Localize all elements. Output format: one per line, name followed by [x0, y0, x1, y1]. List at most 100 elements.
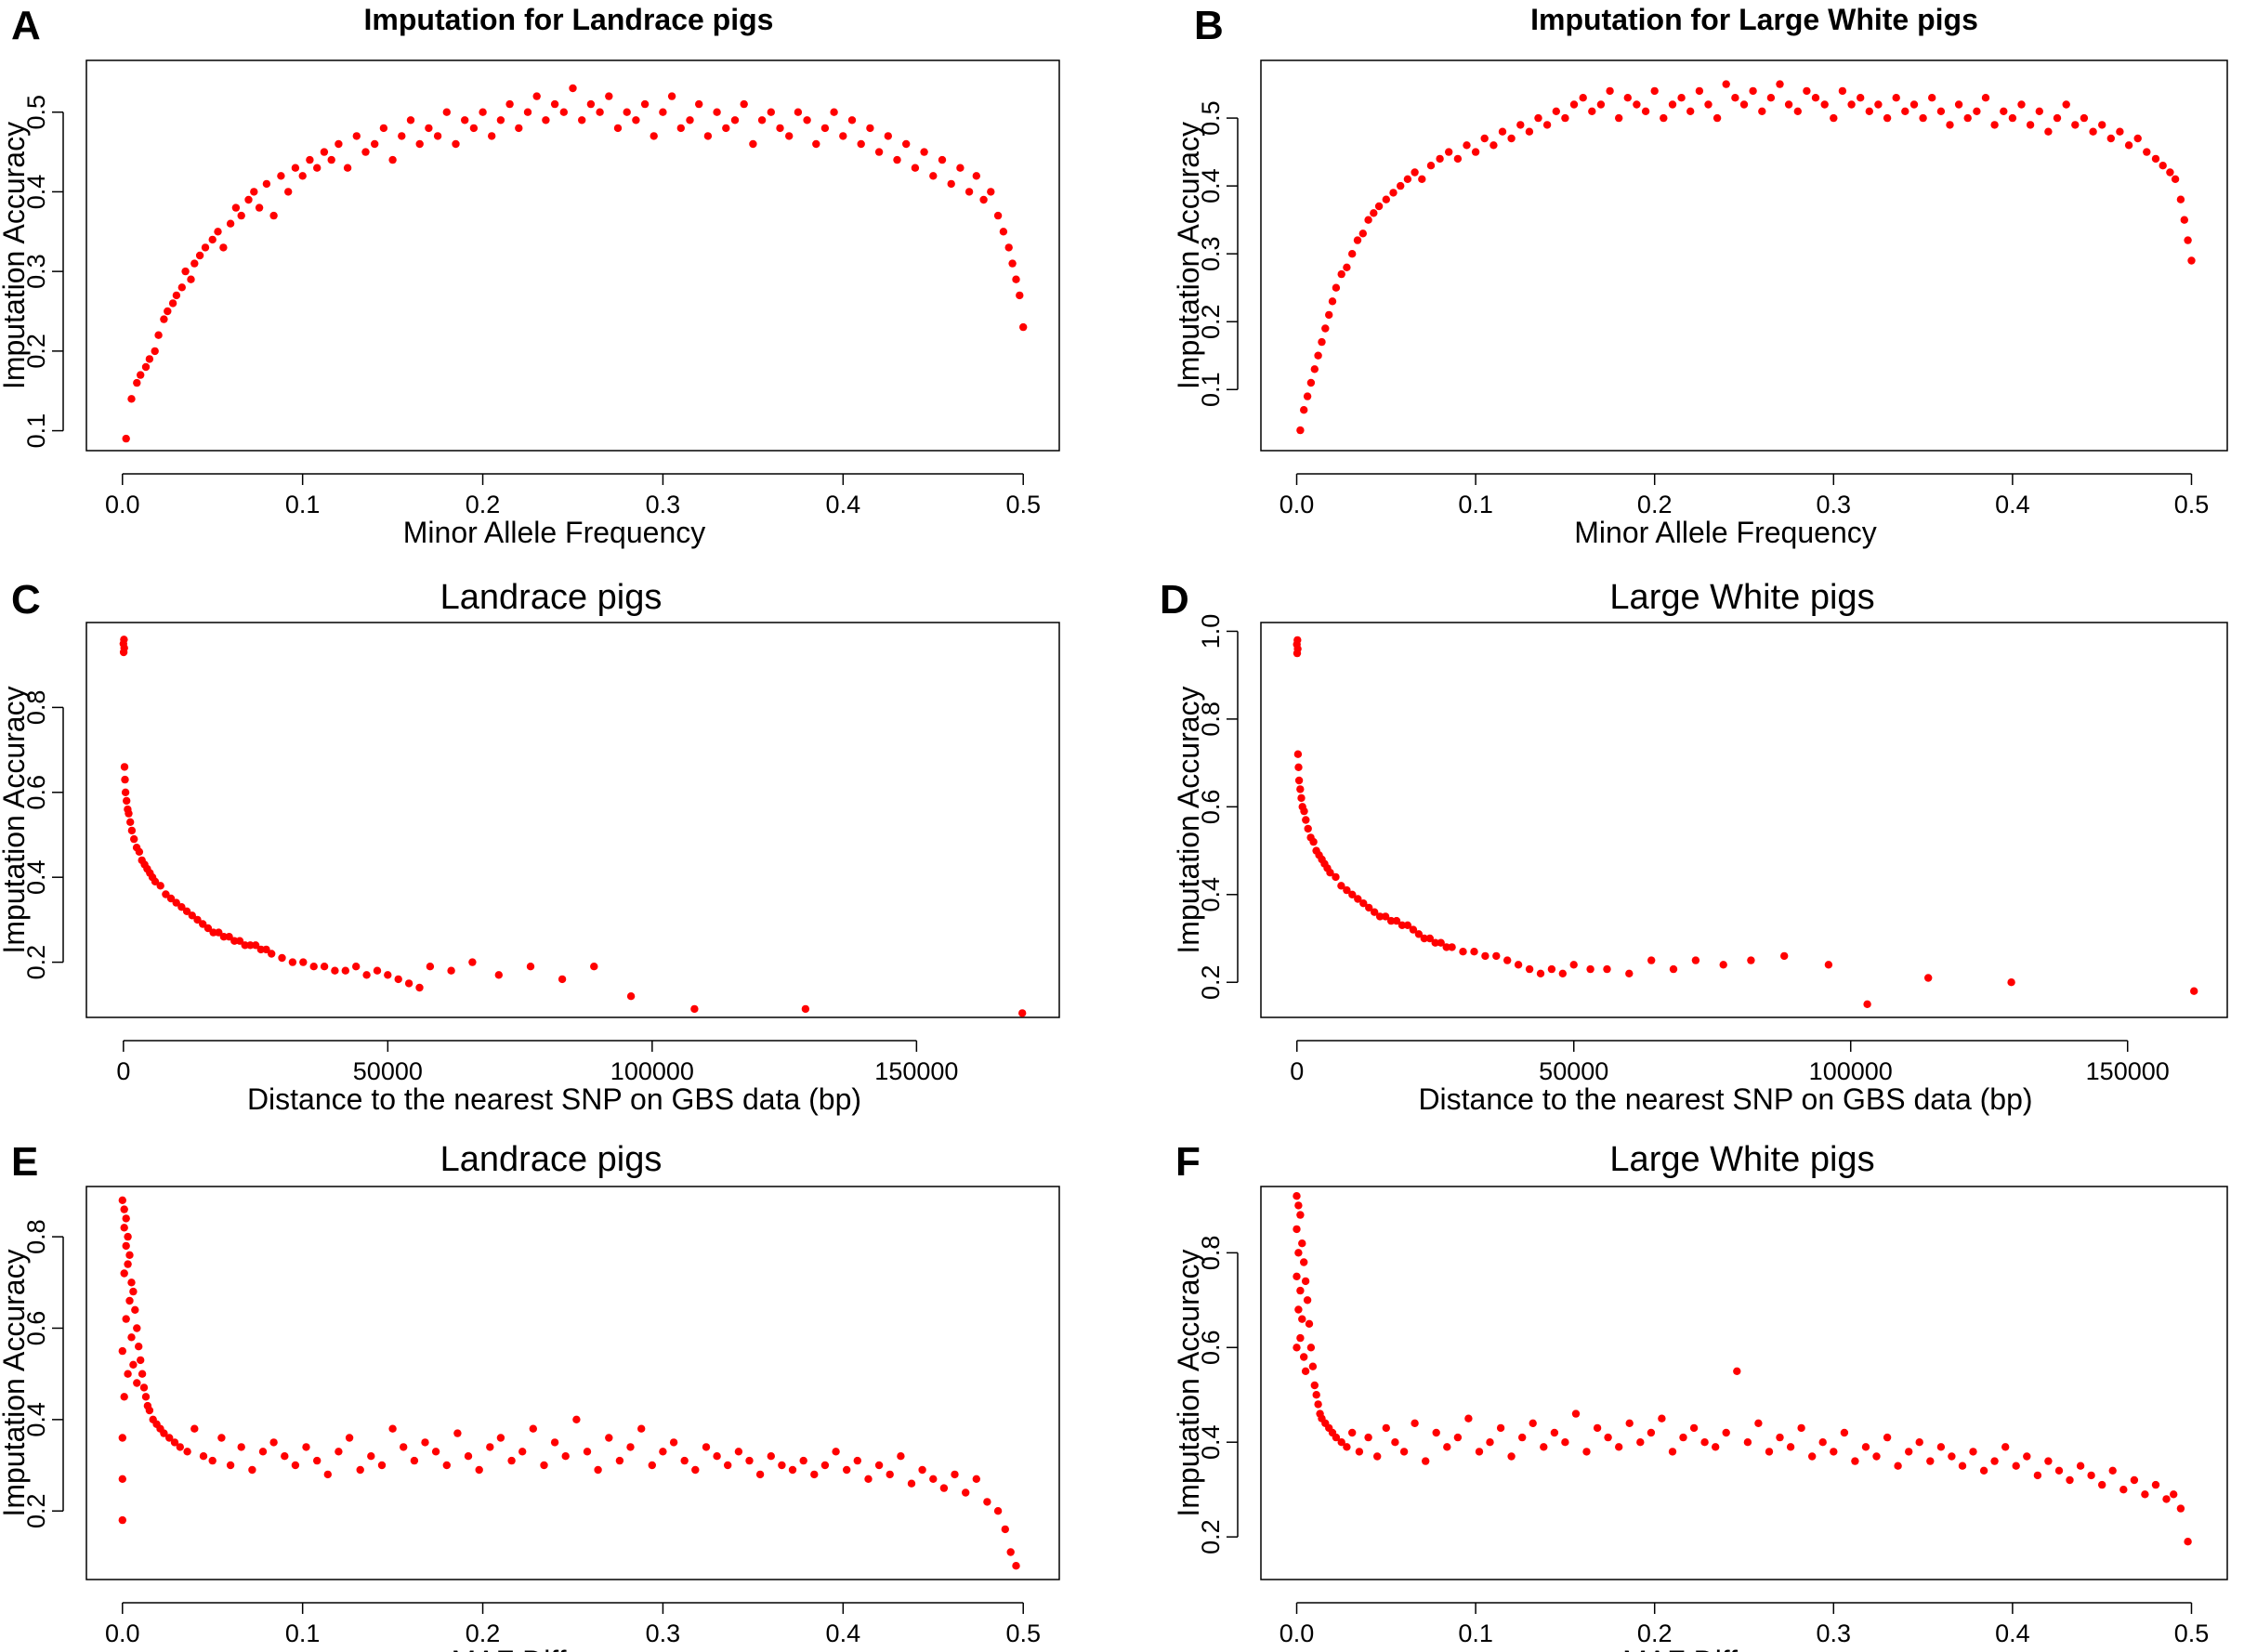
- panel-a-point: [979, 195, 988, 204]
- panel-a-point: [695, 99, 703, 109]
- panel-c-point: [341, 966, 349, 975]
- panel-c-point: [320, 963, 329, 971]
- panel-b-point: [1803, 86, 1811, 96]
- panel-b-x-tick-label: 0.3: [1817, 491, 1852, 518]
- panel-a-point: [757, 116, 767, 125]
- panel-b-point: [2180, 216, 2188, 224]
- panel-e-point: [124, 1232, 132, 1241]
- panel-e-point: [120, 1393, 128, 1401]
- panel-b-point: [1838, 86, 1847, 96]
- panel-d-point: [1381, 912, 1390, 921]
- panel-a-point: [578, 116, 586, 125]
- panel-b-point: [1865, 107, 1874, 116]
- panel-e-y-tick-label: 0.6: [22, 1311, 50, 1346]
- panel-a-point: [127, 395, 136, 403]
- panel-c-point: [362, 971, 371, 979]
- panel-a-point: [884, 132, 892, 140]
- panel-a-point: [190, 259, 199, 268]
- panel-b-y-tick-label: 0.5: [1197, 100, 1225, 136]
- panel-e-point: [302, 1443, 310, 1451]
- panel-f-point: [1658, 1414, 1666, 1423]
- panel-a-point: [195, 251, 204, 260]
- panel-a-point: [255, 203, 264, 212]
- panel-e-point: [431, 1448, 440, 1456]
- panel-a-point: [277, 172, 285, 180]
- panel-a-y-tick-label: 0.3: [22, 254, 50, 289]
- panel-b-point: [2116, 127, 2124, 136]
- panel-e-point: [170, 1438, 179, 1447]
- panel-d-point: [1386, 916, 1396, 925]
- panel-a-point: [141, 362, 151, 372]
- panel-b-point: [1928, 94, 1936, 102]
- panel-e-point: [929, 1475, 938, 1484]
- panel-a-point: [406, 116, 415, 125]
- panel-a-point: [137, 371, 145, 379]
- panel-e-point: [118, 1434, 126, 1442]
- panel-f-point: [1861, 1443, 1870, 1451]
- panel-f-point: [1636, 1438, 1645, 1447]
- panel-b-point: [1337, 269, 1345, 279]
- panel-b-point: [2026, 121, 2035, 129]
- panel-e-point: [323, 1470, 332, 1479]
- panel-e-point: [120, 1224, 128, 1232]
- panel-b-point: [1874, 100, 1883, 109]
- panel-e-point: [291, 1461, 300, 1470]
- panel-e-point: [799, 1456, 807, 1465]
- panel-b-point: [1542, 121, 1552, 129]
- panel-c-x-tick-label: 100000: [610, 1057, 694, 1085]
- panel-c-point: [193, 915, 202, 924]
- panel-b-point: [2062, 100, 2070, 109]
- panel-a-point: [893, 155, 901, 164]
- panel-f-point: [1529, 1419, 1537, 1428]
- panel-b-point: [1303, 392, 1312, 400]
- panel-e-y-tick-label: 0.4: [22, 1402, 50, 1437]
- panel-e-point: [356, 1465, 364, 1475]
- panel-e-point: [367, 1452, 375, 1461]
- panel-e-point: [897, 1452, 905, 1461]
- panel-e-point: [120, 1205, 128, 1213]
- panel-b-point: [1615, 113, 1623, 123]
- panel-e-point: [529, 1424, 537, 1433]
- panel-a-point: [703, 132, 713, 140]
- panel-d-ylabel: Imputation Accuracy: [1172, 686, 1205, 953]
- panel-c-point: [162, 890, 170, 898]
- panel-b-point: [1552, 107, 1561, 116]
- panel-c-point: [135, 847, 144, 856]
- panel-b-point: [2080, 113, 2089, 123]
- panel-b-point: [1883, 113, 1892, 123]
- panel-e-point: [127, 1278, 136, 1287]
- panel-b-point: [1403, 175, 1412, 183]
- panel-e-point: [583, 1448, 592, 1456]
- panel-d-point: [1403, 921, 1412, 929]
- panel-a-point: [488, 132, 496, 140]
- panel-a-point: [632, 116, 640, 125]
- panel-b-point: [2071, 121, 2080, 129]
- panel-a-point: [515, 124, 523, 133]
- panel-b-point: [1820, 100, 1829, 109]
- panel-e-point: [983, 1498, 991, 1506]
- panel-f-point: [1348, 1428, 1357, 1437]
- panel-f-x-tick-label: 0.0: [1279, 1619, 1315, 1647]
- panel-d-point: [1442, 943, 1450, 951]
- panel-f-point: [1301, 1277, 1310, 1286]
- panel-a-point: [586, 99, 596, 109]
- panel-e-point: [907, 1479, 916, 1488]
- panel-f-point: [1990, 1457, 1999, 1465]
- panel-c-point: [203, 924, 213, 933]
- panel-f-point: [1475, 1448, 1484, 1456]
- panel-a-point: [388, 155, 397, 164]
- panel-e-point: [313, 1456, 322, 1465]
- panel-c-point: [268, 950, 276, 958]
- panel-f-point: [1294, 1249, 1303, 1257]
- panel-f-point: [1979, 1466, 1988, 1475]
- panel-a-point: [993, 211, 1003, 220]
- panel-f-point: [1422, 1457, 1430, 1465]
- panel-f-x-tick-label: 0.5: [2174, 1619, 2210, 1647]
- panel-d-y-tick-label: 0.6: [1197, 790, 1225, 825]
- panel-c-point: [177, 903, 186, 911]
- panel-f-point: [1883, 1433, 1892, 1442]
- panel-e-point: [410, 1456, 419, 1465]
- panel-a-point: [352, 132, 361, 140]
- panel-d-y-tick-label: 0.8: [1197, 701, 1225, 737]
